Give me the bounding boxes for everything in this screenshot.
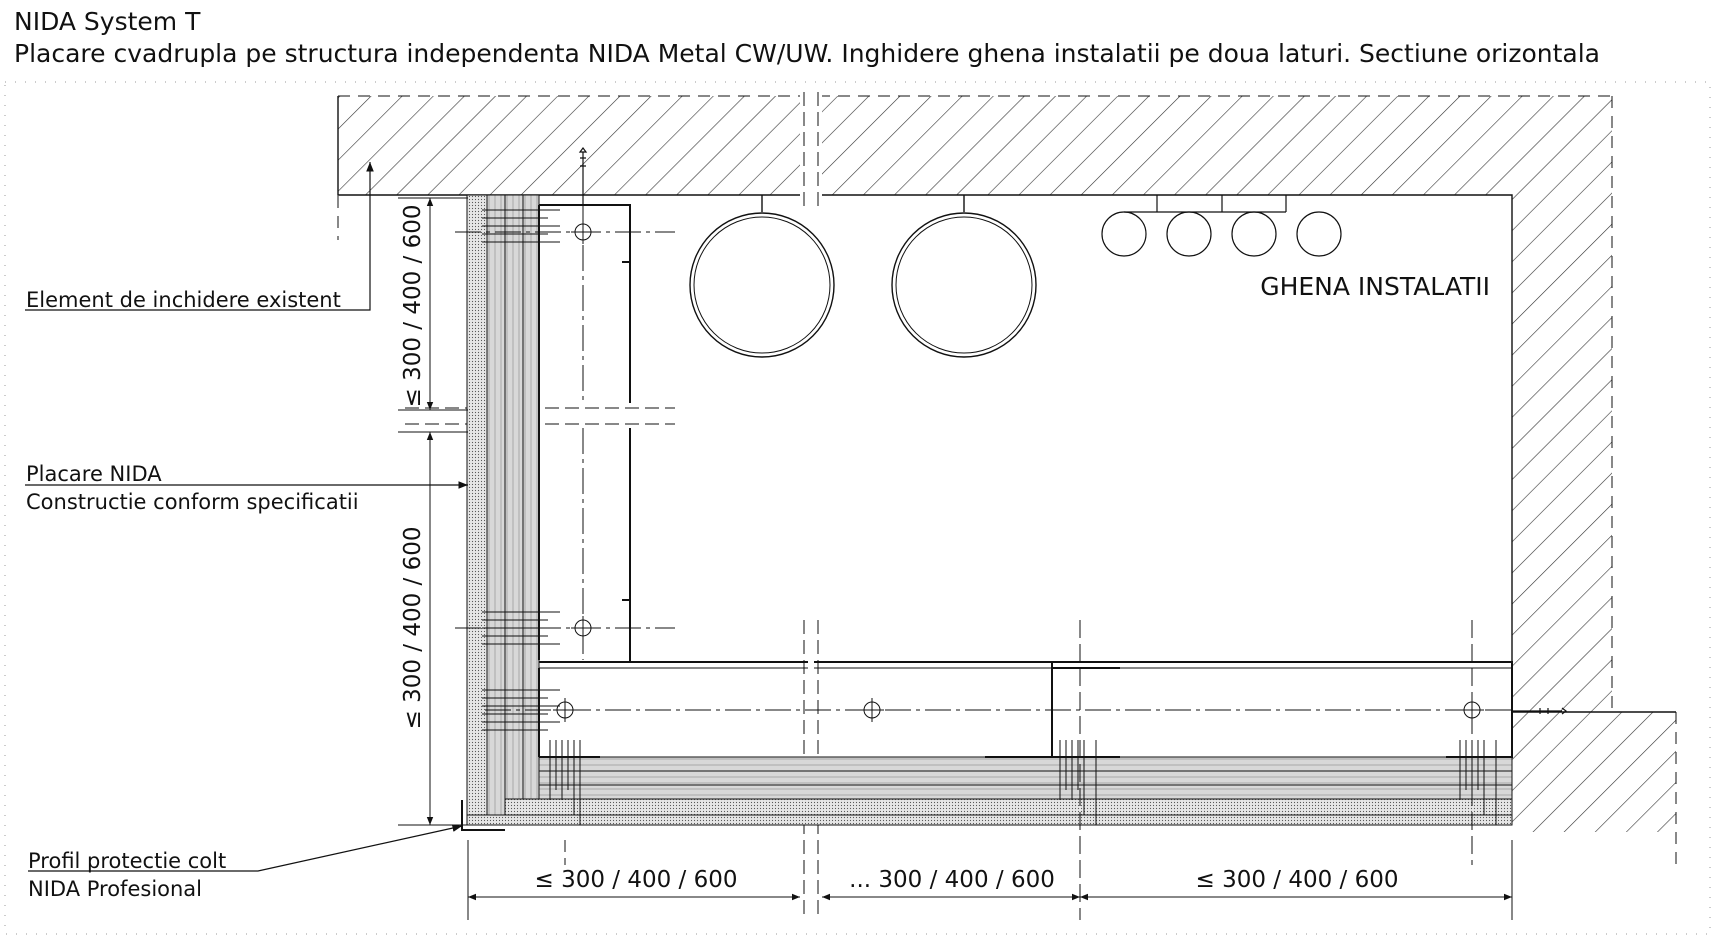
existing-wall — [337, 95, 1677, 870]
vertical-board-layers — [466, 194, 540, 826]
horizontal-dimensions — [467, 620, 1513, 920]
horizontal-board-layers — [466, 756, 1513, 826]
dim-vertical-top: ≤ 300 / 400 / 600 — [400, 204, 426, 407]
drawing-frame — [4, 81, 1711, 935]
label-placare-nida: Placare NIDA — [26, 462, 162, 486]
label-ghena-instalatii: GHENA INSTALATII — [1260, 272, 1490, 301]
dim-vertical-bottom: ≤ 300 / 400 / 600 — [400, 526, 426, 729]
label-constructie: Constructie conform specificatii — [26, 490, 359, 514]
corner-protection-profile — [461, 800, 505, 831]
drawing-title: NIDA System T — [14, 7, 201, 36]
screws — [482, 209, 1497, 825]
leader-lines — [25, 162, 468, 872]
anchor-bolts — [578, 147, 1567, 715]
metal-profiles — [538, 204, 1513, 758]
dim-horizontal-left: ≤ 300 / 400 / 600 — [534, 867, 737, 893]
dim-horizontal-middle: ... 300 / 400 / 600 — [849, 867, 1055, 893]
vertical-dimensions — [398, 197, 468, 826]
label-nida-profesional: NIDA Profesional — [28, 877, 202, 901]
installation-pipes — [689, 195, 1342, 358]
drawing-subtitle: Placare cvadrupla pe structura independe… — [14, 39, 1600, 68]
dim-horizontal-right: ≤ 300 / 400 / 600 — [1195, 867, 1398, 893]
label-element-inchidere: Element de inchidere existent — [26, 288, 341, 312]
label-profil-protectie: Profil protectie colt — [28, 849, 226, 873]
